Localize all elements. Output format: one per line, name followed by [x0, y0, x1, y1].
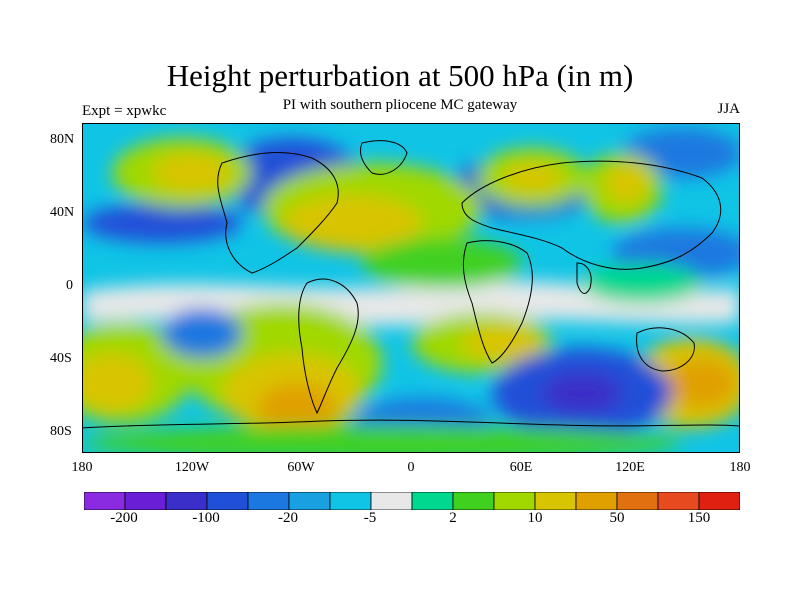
coastlines	[82, 140, 740, 429]
x-tick-label: 60W	[287, 460, 315, 475]
height-field	[82, 128, 740, 453]
colorbar-swatch	[165, 492, 208, 510]
colorbar-label: -200	[110, 510, 138, 526]
colorbar-swatch	[411, 492, 454, 510]
colorbar-label: 50	[609, 510, 625, 526]
colorbar-swatch	[370, 492, 413, 510]
plot-frame	[82, 123, 740, 453]
x-tick-label: 180	[729, 460, 751, 475]
colorbar-swatch	[452, 492, 495, 510]
colorbar-swatch	[206, 492, 249, 510]
colorbar	[84, 492, 740, 510]
colorbar-swatch	[247, 492, 290, 510]
x-tick-label: 0	[407, 460, 415, 475]
y-tick-label: 80N	[50, 132, 75, 147]
colorbar-swatch	[124, 492, 167, 510]
y-tick-label: 80S	[50, 424, 72, 439]
x-tick-label: 180	[71, 460, 93, 475]
colorbar-swatch	[575, 492, 618, 510]
colorbar-label: -20	[278, 510, 298, 526]
plot-title: Height perturbation at 500 hPa (in m)	[166, 58, 634, 93]
y-tick-label: 0	[66, 278, 73, 293]
colorbar-swatch	[698, 492, 740, 510]
colorbar-swatch	[657, 492, 700, 510]
colorbar-label: 150	[687, 510, 711, 526]
x-tick-label: 120W	[174, 460, 210, 475]
colorbar-label: 10	[527, 510, 543, 526]
colorbar-label: -100	[192, 510, 220, 526]
x-tick-label: 60E	[509, 460, 533, 475]
colorbar-label: 2	[449, 510, 457, 526]
season-label: JJA	[717, 101, 740, 117]
colorbar-swatch	[493, 492, 536, 510]
x-tick-label: 120E	[615, 460, 645, 475]
height-perturbation-map	[82, 123, 740, 453]
colorbar-swatch	[534, 492, 577, 510]
colorbar-swatch	[288, 492, 331, 510]
y-tick-label: 40S	[50, 351, 72, 366]
colorbar-swatch	[84, 492, 126, 510]
colorbar-label: -5	[363, 510, 377, 526]
plot-subtitle: PI with southern pliocene MC gateway	[282, 97, 518, 113]
y-tick-label: 40N	[50, 205, 75, 220]
colorbar-swatch	[329, 492, 372, 510]
colorbar-swatch	[616, 492, 659, 510]
experiment-label: Expt = xpwkc	[82, 103, 167, 119]
